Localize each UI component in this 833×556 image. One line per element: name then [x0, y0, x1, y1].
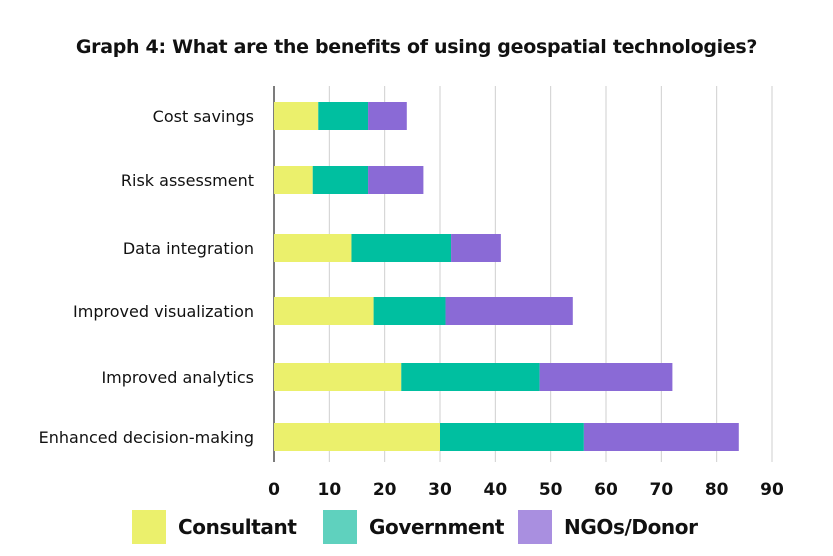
bar-segment-consultant [274, 423, 440, 451]
bar-segment-government [351, 234, 452, 262]
legend-label-government: Government [369, 515, 505, 539]
legend: Consultant Government NGOs/Donor [0, 510, 833, 550]
x-tick-label: 60 [594, 480, 618, 500]
bar-segment-government [318, 102, 369, 130]
legend-item-consultant: Consultant [132, 510, 297, 544]
legend-label-ngos-donor: NGOs/Donor [564, 515, 698, 539]
x-tick-label: 50 [539, 480, 563, 500]
bar-segment-consultant [274, 166, 313, 194]
bar-segment-ngos-donor [368, 102, 407, 130]
category-label: Data integration [123, 239, 254, 258]
legend-swatch-ngos-donor [518, 510, 552, 544]
bar-segment-government [440, 423, 584, 451]
bar-segment-consultant [274, 297, 374, 325]
x-tick-label: 30 [428, 480, 452, 500]
x-tick-label: 90 [760, 480, 784, 500]
bar-segment-government [373, 297, 446, 325]
legend-item-ngos-donor: NGOs/Donor [518, 510, 698, 544]
x-tick-label: 80 [705, 480, 729, 500]
bar-segment-ngos-donor [368, 166, 424, 194]
bar-segment-ngos-donor [583, 423, 739, 451]
legend-swatch-consultant [132, 510, 166, 544]
category-label: Enhanced decision-making [39, 428, 254, 447]
x-tick-label: 0 [268, 480, 280, 500]
x-tick-label: 10 [317, 480, 341, 500]
category-label: Improved analytics [101, 368, 254, 387]
bar-segment-consultant [274, 363, 402, 391]
legend-label-consultant: Consultant [178, 515, 297, 539]
bar-segment-ngos-donor [445, 297, 573, 325]
legend-swatch-government [323, 510, 357, 544]
bar-segment-consultant [274, 234, 352, 262]
bar-segment-consultant [274, 102, 319, 130]
bar-segment-ngos-donor [539, 363, 673, 391]
x-tick-label: 20 [373, 480, 397, 500]
category-label: Risk assessment [121, 171, 254, 190]
bar-segment-government [401, 363, 540, 391]
bar-segment-ngos-donor [451, 234, 501, 262]
chart-title: Graph 4: What are the benefits of using … [75, 36, 758, 58]
x-tick-label: 70 [649, 480, 673, 500]
category-label: Cost savings [153, 107, 254, 126]
legend-item-government: Government [323, 510, 504, 544]
x-tick-label: 40 [483, 480, 507, 500]
bar-chart: 0 10 20 30 40 50 60 70 80 90 Cost savings Risk asse… [39, 86, 784, 500]
bar-segment-government [312, 166, 369, 194]
category-label: Improved visualization [73, 302, 254, 321]
